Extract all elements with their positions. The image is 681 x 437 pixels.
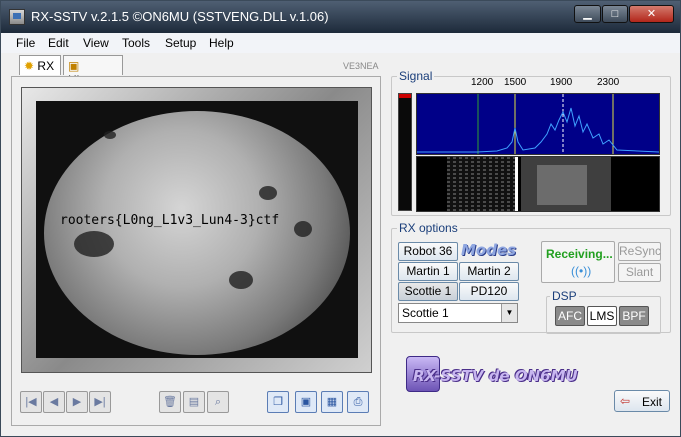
bpf-toggle[interactable]: BPF	[619, 306, 649, 326]
waterfall-sync-line	[515, 157, 518, 211]
receiving-text: Receiving...	[546, 247, 613, 261]
mode-robot36-button[interactable]: Robot 36	[398, 242, 458, 261]
spectrum-graph	[417, 94, 660, 154]
spectrum-display	[416, 93, 660, 155]
freq-label-1200: 1200	[471, 77, 494, 88]
history-icon: ▣	[68, 59, 80, 73]
crater	[104, 131, 116, 139]
maximize-button[interactable]: □	[602, 5, 628, 23]
chevron-down-icon[interactable]: ▼	[501, 304, 517, 322]
modes-logo: Modes	[461, 241, 517, 259]
receiving-status: Receiving... ((•))	[541, 241, 615, 283]
waterfall-graph	[447, 157, 611, 211]
signal-waves-icon: ((•))	[571, 264, 592, 278]
moon-image	[44, 111, 350, 355]
mode-martin2-button[interactable]: Martin 2	[459, 262, 519, 281]
menu-bar: File Edit View Tools Setup Help	[1, 33, 680, 53]
menu-edit[interactable]: Edit	[48, 36, 69, 50]
crater	[259, 186, 277, 200]
minimize-button[interactable]: ▁	[574, 5, 601, 23]
tab-rx-label: RX	[37, 59, 55, 73]
delete-icon[interactable]: 🗑	[159, 391, 181, 413]
spectrum-trace	[417, 107, 660, 153]
rx-options-label: RX options	[397, 221, 460, 235]
exit-icon: ⇦	[620, 394, 631, 408]
slant-button[interactable]: Slant	[618, 263, 661, 282]
afc-toggle[interactable]: AFC	[555, 306, 585, 326]
lms-toggle[interactable]: LMS	[587, 306, 617, 326]
tab-history[interactable]: ▣ History	[63, 55, 123, 87]
exit-label: Exit	[642, 395, 663, 409]
save-icon[interactable]: ▣	[295, 391, 317, 413]
resync-button[interactable]: ReSync	[618, 242, 661, 261]
app-icon[interactable]	[9, 9, 25, 25]
save-all-icon[interactable]: ▦	[321, 391, 343, 413]
zoom-icon[interactable]: ⌕	[207, 391, 229, 413]
menu-view[interactable]: View	[83, 36, 109, 50]
freq-label-2300: 2300	[597, 77, 620, 88]
close-button[interactable]: ✕	[629, 5, 674, 23]
menu-help[interactable]: Help	[209, 36, 234, 50]
menu-setup[interactable]: Setup	[165, 36, 197, 50]
callsign-label: VE3NEA	[343, 61, 379, 71]
rx-options-group	[391, 228, 671, 333]
signal-label: Signal	[397, 69, 435, 83]
signal-level-meter	[398, 93, 412, 211]
title-bar[interactable]: RX-SSTV v.2.1.5 ©ON6MU (SSTVENG.DLL v.1.…	[1, 1, 680, 33]
mode-scottie1-button[interactable]: Scottie 1	[398, 282, 458, 301]
previous-image-button[interactable]: ◀	[43, 391, 65, 413]
dsp-label: DSP	[550, 289, 579, 303]
last-image-button[interactable]: ▶|	[89, 391, 111, 413]
mode-select-value: Scottie 1	[402, 306, 449, 320]
crater	[74, 231, 114, 257]
menu-file[interactable]: File	[16, 36, 36, 50]
brand-radio-icon	[406, 356, 440, 392]
mode-pd120-button[interactable]: PD120	[459, 282, 519, 301]
freq-label-1500: 1500	[504, 77, 527, 88]
mode-select[interactable]: Scottie 1 ▼	[398, 303, 518, 323]
exit-button[interactable]: ⇦ Exit	[614, 390, 670, 412]
signal-group	[391, 76, 671, 216]
window-title: RX-SSTV v.2.1.5 ©ON6MU (SSTVENG.DLL v.1.…	[31, 9, 329, 24]
waterfall-sync	[447, 157, 517, 211]
first-image-button[interactable]: |◀	[20, 391, 42, 413]
waterfall-display	[416, 156, 660, 212]
freq-label-1900: 1900	[550, 77, 573, 88]
brand-logo: RX-SSTV de ON6MU	[413, 367, 578, 385]
crater	[229, 271, 253, 289]
print-icon[interactable]: ⎙	[347, 391, 369, 413]
crater	[294, 221, 312, 237]
next-image-button[interactable]: ▶	[66, 391, 88, 413]
menu-tools[interactable]: Tools	[122, 36, 151, 50]
copy-icon[interactable]: ❐	[267, 391, 289, 413]
mode-martin1-button[interactable]: Martin 1	[398, 262, 458, 281]
waterfall-image-detail	[537, 165, 587, 205]
open-folder-icon[interactable]: ▤	[183, 391, 205, 413]
dsp-group	[546, 296, 661, 334]
gear-icon: ✹	[24, 59, 35, 73]
tab-rx[interactable]: ✹ RX	[19, 55, 61, 75]
image-overlay-text: rooters{L0ng_L1v3_Lun4-3}ctf	[60, 213, 280, 228]
received-image: rooters{L0ng_L1v3_Lun4-3}ctf	[36, 101, 358, 358]
